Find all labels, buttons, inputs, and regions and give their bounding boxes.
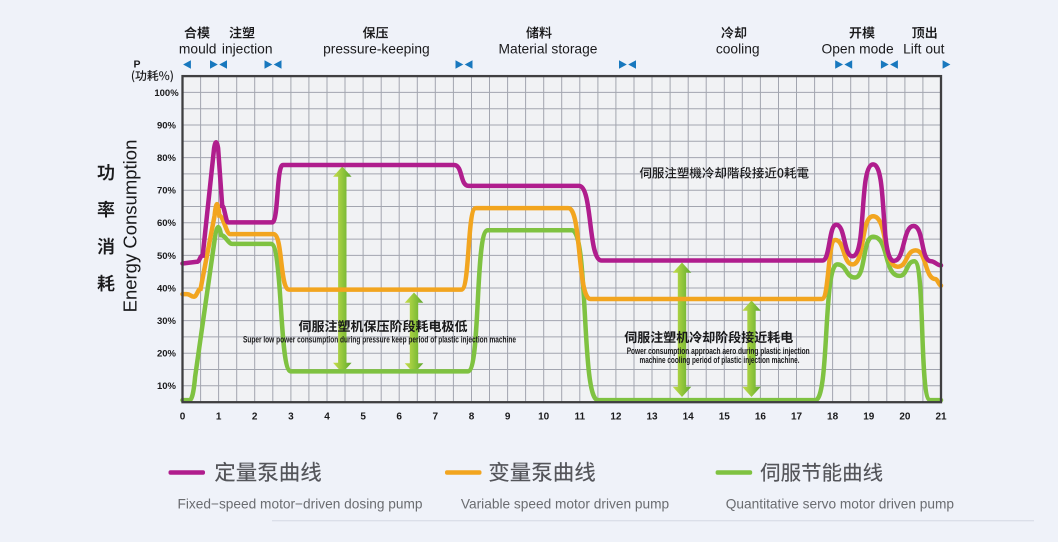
svg-text:cooling: cooling [716,41,760,56]
svg-text:100%: 100% [154,88,179,99]
svg-text:4: 4 [324,412,330,423]
svg-text:12: 12 [610,412,622,423]
svg-text:7: 7 [433,412,439,423]
svg-text:6: 6 [396,412,402,423]
svg-text:30%: 30% [157,316,177,327]
svg-text:Material storage: Material storage [499,41,598,56]
svg-text:11: 11 [575,412,586,423]
svg-text:19: 19 [863,412,875,423]
svg-text:18: 18 [827,412,839,423]
svg-text:15: 15 [719,412,731,423]
svg-text:21: 21 [935,412,947,423]
svg-text:13: 13 [646,412,658,423]
svg-text:Energy Consumption: Energy Consumption [120,140,141,313]
svg-text:10%: 10% [157,381,177,392]
svg-text:injection: injection [222,41,273,56]
svg-text:Open mode: Open mode [822,41,894,56]
svg-text:0: 0 [180,412,186,423]
svg-text:20%: 20% [157,349,177,360]
svg-text:50%: 50% [157,251,177,262]
svg-text:Power consumption approach aer: Power consumption approach aero during p… [627,346,810,356]
svg-text:9: 9 [505,412,511,423]
svg-text:80%: 80% [157,153,177,164]
svg-text:Fixed−speed motor−driven dosin: Fixed−speed motor−driven dosing pump [178,497,423,512]
svg-text:machine cooling period of plas: machine cooling period of plastic inject… [640,355,800,365]
svg-text:1: 1 [216,412,222,423]
svg-text:14: 14 [683,412,695,423]
svg-text:mould: mould [179,41,217,56]
svg-text:8: 8 [469,412,475,423]
svg-text:Lift out: Lift out [903,41,945,56]
svg-text:16: 16 [755,412,767,423]
svg-text:10: 10 [538,412,550,423]
svg-text:pressure-keeping: pressure-keeping [323,41,430,56]
svg-text:Super low power consumption du: Super low power consumption during press… [243,334,516,344]
svg-text:Variable speed motor driven pu: Variable speed motor driven pump [461,497,670,512]
svg-text:5: 5 [360,412,366,423]
svg-text:2: 2 [252,412,258,423]
svg-text:20: 20 [899,412,911,423]
svg-text:70%: 70% [157,186,177,197]
svg-text:P: P [133,58,140,70]
svg-text:60%: 60% [157,218,177,229]
svg-text:90%: 90% [157,120,177,131]
svg-text:40%: 40% [157,283,177,294]
svg-text:Quantitative servo motor drive: Quantitative servo motor driven pump [726,497,955,512]
svg-text:17: 17 [791,412,803,423]
svg-text:3: 3 [288,412,294,423]
